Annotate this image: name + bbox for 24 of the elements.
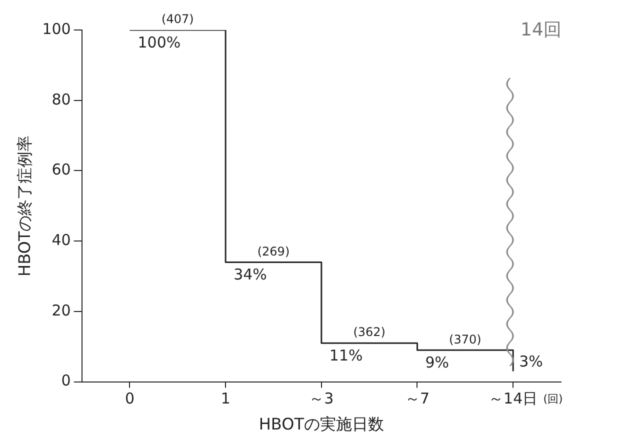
- annotation: (370): [449, 332, 482, 346]
- data-label: 100%: [138, 33, 181, 52]
- annotation: (407): [162, 12, 194, 26]
- data-label: 9%: [425, 354, 450, 372]
- annotation: 14回: [520, 20, 562, 41]
- annotation: (362): [353, 325, 386, 340]
- y-tick-label: 80: [52, 90, 71, 108]
- text: (回): [543, 392, 563, 406]
- y-tick-label: 20: [52, 301, 71, 320]
- annotation: (269): [257, 244, 290, 258]
- data-label: 11%: [329, 346, 363, 364]
- x-axis-title: HBOTの実施日数: [258, 414, 384, 434]
- x-tick-label: ～7: [404, 390, 430, 408]
- data-label: 3%: [519, 352, 543, 371]
- x-tick-label: ～14日: [488, 390, 538, 408]
- y-tick-label: 40: [52, 230, 71, 249]
- y-tick-label: 0: [61, 372, 71, 390]
- y-tick-label: 60: [52, 160, 71, 179]
- y-axis-title: HBOTの終了症例率: [14, 135, 34, 276]
- data-label: 34%: [234, 266, 267, 284]
- x-tick-label: ～3: [309, 390, 334, 408]
- y-tick-label: 100: [42, 20, 71, 38]
- x-tick-label: 1: [220, 390, 230, 408]
- x-tick-label: 0: [124, 390, 135, 408]
